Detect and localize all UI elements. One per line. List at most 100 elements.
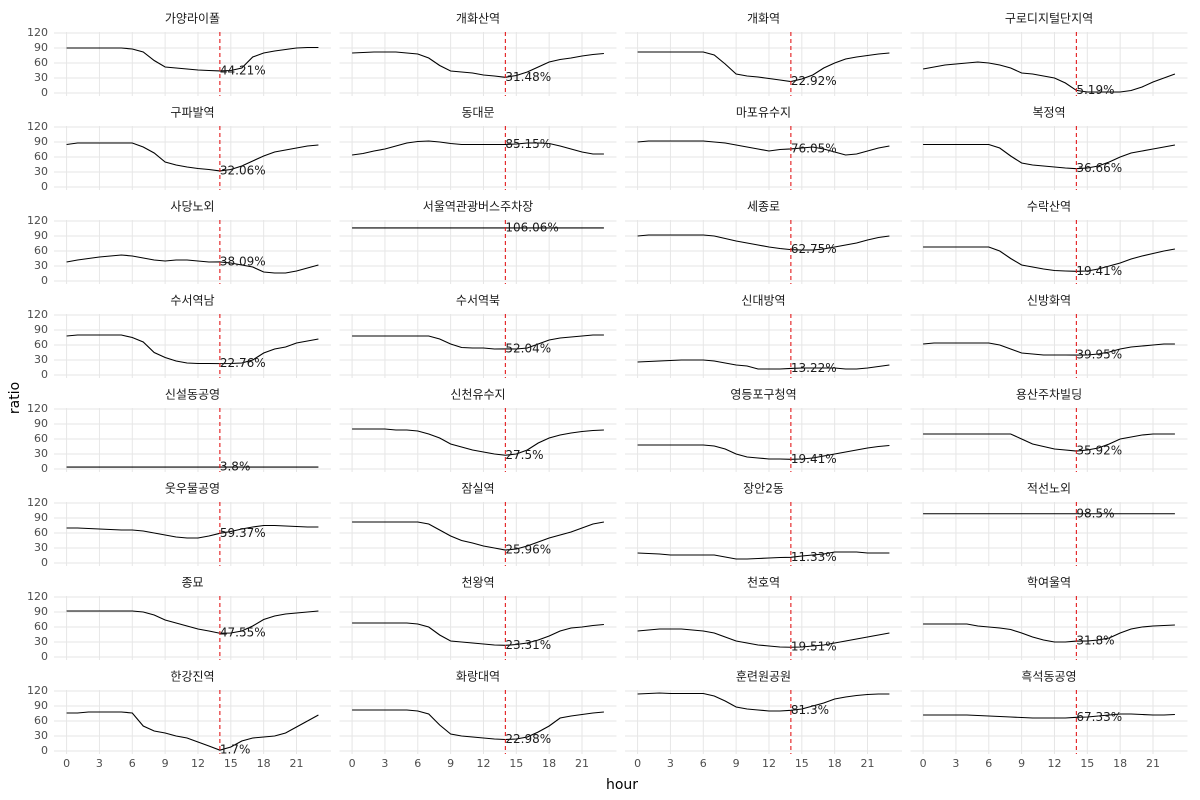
y-tick-label: 120 — [27, 26, 48, 39]
y-axis-title: ratio — [7, 382, 23, 414]
x-tick-label: 12 — [476, 757, 490, 770]
x-tick-label: 12 — [762, 757, 776, 770]
panel-title: 동대문 — [461, 106, 494, 120]
x-tick-label: 18 — [257, 757, 271, 770]
y-tick-label: 90 — [34, 41, 48, 54]
panel-title: 잠실역 — [461, 482, 494, 496]
x-tick-label: 21 — [575, 757, 589, 770]
y-tick-label: 120 — [27, 120, 48, 133]
y-tick-label: 60 — [34, 56, 48, 69]
x-tick-label: 6 — [129, 757, 136, 770]
panel-title: 구파발역 — [170, 106, 214, 120]
value-label: 62.75% — [791, 242, 837, 256]
series-line — [352, 428, 604, 456]
y-tick-label: 30 — [34, 541, 48, 554]
value-label: 44.21% — [220, 63, 266, 77]
series-line — [66, 334, 319, 365]
x-tick-label: 0 — [349, 757, 356, 770]
panel-title: 수서역남 — [170, 294, 214, 308]
value-label: 52.04% — [505, 341, 551, 355]
panel-title: 용산주차빌딩 — [1016, 388, 1082, 402]
series-line — [66, 524, 319, 539]
panel-title: 신방화역 — [1027, 294, 1071, 308]
x-tick-label: 3 — [96, 757, 103, 770]
value-label: 39.95% — [1076, 348, 1122, 362]
x-tick-label: 18 — [1113, 757, 1127, 770]
value-label: 25.96% — [505, 543, 551, 557]
x-tick-label: 3 — [952, 757, 959, 770]
value-label: 11.33% — [791, 550, 837, 564]
series-line — [637, 692, 890, 712]
value-label: 38.09% — [220, 254, 266, 268]
value-label: 19.41% — [1076, 264, 1122, 278]
y-tick-label: 60 — [34, 526, 48, 539]
series-line — [352, 51, 604, 78]
x-tick-label: 6 — [700, 757, 707, 770]
x-tick-label: 12 — [1047, 757, 1061, 770]
series-line — [637, 51, 890, 83]
panel-title: 훈련원공원 — [736, 670, 791, 684]
x-tick-label: 18 — [828, 757, 842, 770]
y-tick-label: 120 — [27, 496, 48, 509]
panel-title: 적선노외 — [1027, 482, 1071, 496]
x-tick-label: 21 — [1146, 757, 1160, 770]
series-line — [923, 246, 1176, 272]
x-tick-label: 9 — [733, 757, 740, 770]
value-label: 27.5% — [505, 448, 543, 462]
y-tick-label: 30 — [34, 635, 48, 648]
series-line — [923, 143, 1176, 170]
y-tick-label: 60 — [34, 150, 48, 163]
y-tick-label: 120 — [27, 308, 48, 321]
value-label: 3.8% — [220, 460, 251, 474]
series-line — [637, 628, 890, 648]
series-line — [637, 551, 890, 560]
series-line — [637, 359, 890, 370]
x-tick-label: 15 — [224, 757, 238, 770]
series-line — [923, 342, 1175, 356]
value-label: 32.06% — [220, 163, 266, 177]
y-tick-label: 30 — [34, 353, 48, 366]
value-label: 36.66% — [1076, 161, 1122, 175]
y-tick-label: 60 — [34, 244, 48, 257]
x-tick-label: 3 — [667, 757, 674, 770]
panel-title: 천왕역 — [461, 575, 494, 590]
y-tick-label: 90 — [34, 511, 48, 524]
value-label: 19.41% — [791, 452, 837, 466]
y-tick-label: 0 — [41, 744, 48, 757]
series-line — [66, 711, 319, 751]
panel-title: 세종로 — [747, 200, 780, 214]
x-tick-label: 12 — [191, 757, 205, 770]
y-tick-label: 60 — [34, 620, 48, 633]
panel-title: 구로디지털단지역 — [1005, 12, 1093, 26]
value-label: 47.55% — [220, 626, 266, 640]
value-label: 23.31% — [505, 638, 551, 652]
panel-title: 신설동공영 — [165, 388, 220, 402]
value-label: 22.76% — [220, 356, 266, 370]
panel-title: 천호역 — [747, 575, 780, 590]
y-tick-label: 30 — [34, 447, 48, 460]
y-tick-label: 0 — [41, 274, 48, 287]
panel-title: 수락산역 — [1027, 200, 1071, 214]
x-tick-label: 21 — [861, 757, 875, 770]
x-tick-label: 21 — [290, 757, 304, 770]
x-tick-label: 0 — [634, 757, 641, 770]
y-tick-label: 30 — [34, 165, 48, 178]
panel-title: 장안2동 — [743, 482, 784, 496]
y-tick-label: 0 — [41, 180, 48, 193]
series-line — [922, 61, 1176, 93]
panel-title: 개화역 — [747, 12, 780, 26]
x-tick-label: 6 — [414, 757, 421, 770]
value-label: 31.48% — [505, 70, 551, 84]
series-line — [352, 709, 604, 741]
y-tick-label: 90 — [34, 699, 48, 712]
panel-title: 복정역 — [1032, 106, 1065, 120]
y-tick-label: 90 — [34, 323, 48, 336]
panel-title: 사당노외 — [170, 200, 214, 214]
value-label: 106.06% — [505, 220, 558, 234]
panel-title: 한강진역 — [170, 670, 214, 684]
value-label: 76.05% — [791, 141, 837, 155]
panel-title: 서울역관광버스주차장 — [423, 200, 533, 214]
y-tick-label: 90 — [34, 417, 48, 430]
series-line — [923, 623, 1175, 643]
